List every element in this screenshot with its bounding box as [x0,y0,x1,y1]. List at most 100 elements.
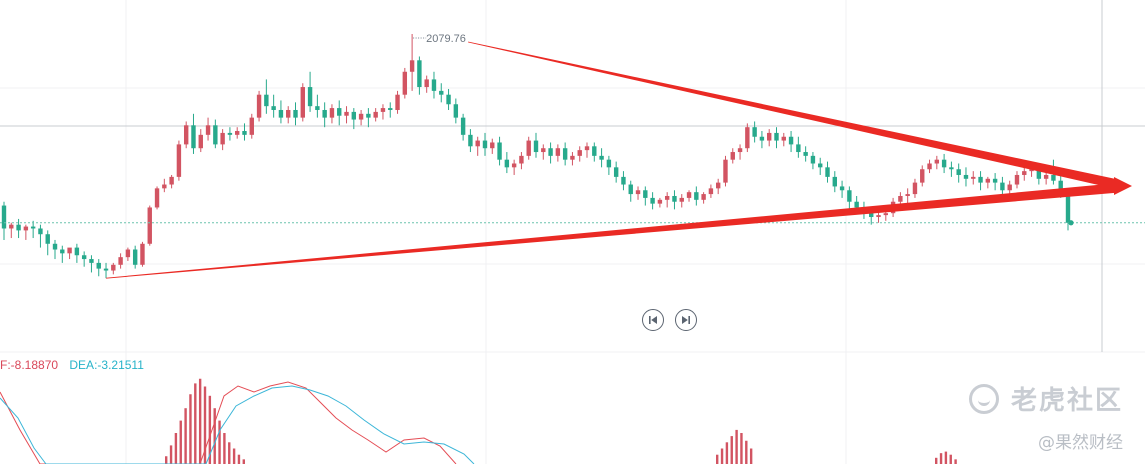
skip-back-icon [649,316,657,324]
candle-body [322,109,327,118]
macd-histogram-bar [749,448,753,464]
candle-body [329,108,335,118]
candle-body [664,195,670,200]
candle-body [876,215,881,218]
candle-body [81,255,87,260]
candle-body [439,90,444,95]
candle-body [154,188,160,208]
candle-body [796,144,801,153]
macd-dea-line [0,385,475,464]
candle-body [220,132,225,145]
macd-histogram-bar [174,433,178,464]
macd-histogram-bar [745,440,748,464]
candle-body [839,186,845,191]
candle-body [227,132,233,135]
candle-body [927,163,932,170]
candle-body [409,60,415,72]
candle-body [635,190,641,195]
candle-body [198,134,203,149]
candle-body [256,94,262,118]
candle-body [723,159,728,183]
candle-body [686,192,692,198]
candle-body [388,108,393,110]
candle-body [286,109,291,118]
tiger-logo-icon [968,383,999,414]
skip-forward-icon [682,316,690,324]
candle-body [358,113,364,120]
candle-body [1065,190,1071,223]
candle-body [1022,171,1027,175]
watermark-credit: @果然财经 [1038,433,1123,453]
candle-body [577,150,582,156]
candle-body [147,207,152,244]
candle-body [883,213,889,216]
candle-body [395,94,400,110]
candle-body [920,169,925,183]
candle-body [176,144,182,177]
candle-body [803,152,808,156]
macd-panel [0,378,957,464]
macd-histogram-bar [169,445,173,464]
candle-body [23,226,29,231]
macd-histogram-bar [213,408,216,464]
candle-body [169,176,174,185]
candle-body [1014,174,1020,185]
candle-body [183,125,189,145]
macd-histogram-bar [232,448,236,464]
candle-body [526,140,531,156]
candle-body [482,140,488,149]
candle-body [708,188,714,195]
macd-histogram-bar [218,420,221,464]
watermark-brand: 老虎社区 [968,380,1123,417]
candle-body [460,117,466,135]
candle-body [293,109,298,118]
candle-body [934,159,940,164]
candle-body [424,79,429,88]
candle-body [373,111,378,118]
candle-body [205,125,211,135]
candle-body [125,249,131,258]
skip-back-button[interactable] [642,309,664,331]
candle-body [599,155,604,160]
skip-forward-button[interactable] [675,309,697,331]
candle-body [380,108,386,112]
candle-body [854,201,859,208]
candle-body [1058,180,1063,191]
macd-dif-label: F:-8.18870 [0,358,59,372]
candle-body [111,264,116,271]
candle-body [344,111,349,116]
candle-body [264,94,269,107]
macd-histogram-bar [198,378,202,464]
candle-body [737,148,743,153]
macd-histogram-bar [184,408,187,464]
candle-body [162,184,167,189]
candle-body [278,109,284,118]
candle-body [89,259,94,263]
candle-body [1036,167,1042,179]
candle-body [249,117,254,135]
candle-body [672,195,677,202]
candle-body [96,262,101,269]
macd-histogram-bar [730,436,733,464]
macd-histogram-bar [203,386,207,464]
candle-body [548,148,553,156]
candle-body [978,176,983,183]
macd-histogram-bar [242,459,245,464]
candle-body [60,249,65,254]
candle-body [825,167,830,177]
candle-body [38,228,43,235]
macd-histogram-bar [939,453,943,464]
macd-histogram-bar [228,442,231,464]
candle-body [453,104,459,118]
candle-body [45,234,50,244]
candle-body [905,194,910,196]
candle-body [504,159,510,168]
candle-body [132,249,138,265]
candle-body [351,111,357,120]
candle-body [694,192,699,200]
candle-body [701,194,706,200]
lower-trend-arrow-shaft [105,183,1117,279]
last-price-marker [1068,220,1074,226]
